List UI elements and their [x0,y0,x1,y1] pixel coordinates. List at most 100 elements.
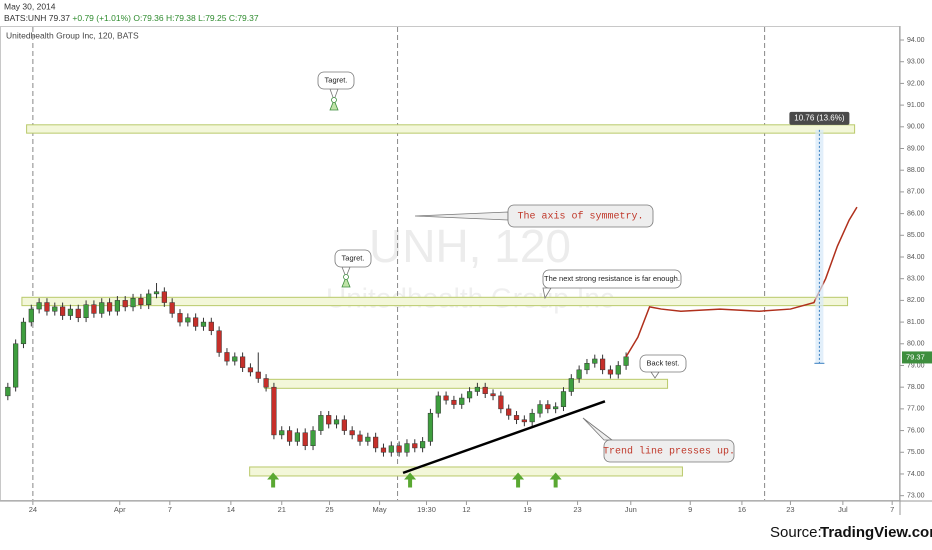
y-tick-label: 92.00 [907,80,925,87]
candle-body [466,391,473,399]
candle-body [130,297,136,308]
candle-body [459,397,465,405]
candle-body [169,302,175,314]
source-brand: TradingView.com [820,524,932,541]
y-tick-label: 75.00 [907,449,925,456]
target-icon-head [331,97,337,103]
candle-body [592,358,598,364]
y-tick-label: 81.00 [907,319,925,326]
candle-body [75,308,81,318]
candle-body [427,412,434,442]
y-tick-label: 86.00 [907,210,925,217]
candle-body [60,306,66,316]
y-tick-label: 93.00 [907,59,925,66]
candle-body [584,363,590,371]
candle-body [279,430,285,436]
projection-line [625,206,858,358]
y-tick-label: 76.00 [907,427,925,434]
y-tick-label: 82.00 [907,297,925,304]
x-tick-label: 9 [688,505,692,514]
y-tick-label: 84.00 [907,254,925,261]
candle-body [44,302,50,312]
y-tick-label: 73.00 [907,493,925,500]
zone [249,466,683,477]
candle-body [255,371,261,379]
candle-body [474,386,480,392]
candle-body [443,395,449,401]
x-tick-label: 19 [523,505,531,514]
watermark-symbol: UNH, 120 [369,220,571,272]
y-tick-label: 89.00 [907,145,925,152]
candle-body [553,406,559,410]
candle-body [286,430,293,442]
candle-body [224,352,230,362]
candle-body [513,415,520,420]
last-price-label: 79.37 [906,352,925,361]
callout-text: Tagret. [325,75,348,84]
candle-body [146,293,152,305]
header-date: May 30, 2014 [4,1,56,11]
y-tick-label: 87.00 [907,189,925,196]
header-change: +0.79 (+1.01%) [72,13,131,23]
zone [21,296,849,307]
candle-body [240,356,246,368]
candle-body [318,415,324,431]
candle-body [83,304,89,318]
candle-body [576,369,582,379]
header-quote: BATS:UNH 79.37 +0.79 (+1.01%) O:79.36 H:… [4,13,259,23]
candle-body [498,395,504,410]
header-symbol: BATS:UNH [4,13,46,23]
candle-body [161,291,167,303]
candle-body [28,308,34,323]
callout-box [639,354,687,373]
y-tick-label: 91.00 [907,102,925,109]
candle-body [333,419,340,425]
trend-line [402,400,606,475]
candle-body [537,404,543,414]
candle-body [114,300,120,312]
candle-body [388,445,394,453]
callout-text: The axis of symmetry. [517,211,643,223]
candle-body [208,321,214,332]
x-tick-label: 7 [168,505,172,514]
candle-body [294,432,300,442]
target-icon [329,98,339,111]
candle-body [349,430,355,436]
x-tick-label: Jul [838,505,848,514]
candle-body [302,432,308,447]
candle-body [521,419,527,423]
y-tick-label: 77.00 [907,406,925,413]
candle-body [193,317,199,327]
candle-body [490,393,496,397]
y-tick-label: 88.00 [907,167,925,174]
candle-body [153,291,160,295]
y-tick-label: 90.00 [907,124,925,131]
y-tick-label: 83.00 [907,276,925,283]
x-tick-label: 23 [573,505,581,514]
candle-body [482,386,488,394]
zone [26,124,856,134]
up-arrow [404,472,417,488]
candle-body [200,321,207,327]
candle-body [20,321,27,345]
x-tick-label: May [372,505,386,514]
candle-body [106,302,113,312]
candle-body [5,386,11,397]
header-price: 79.37 [49,13,71,23]
zone [264,378,669,389]
x-tick-label: 24 [29,505,37,514]
y-tick-label: 94.00 [907,37,925,44]
candle-body [365,436,371,442]
x-tick-label: 19:30 [417,505,436,514]
candle-body [138,297,144,305]
callout-box [507,204,654,228]
x-tick-label: 25 [325,505,333,514]
up-arrow [512,472,525,488]
x-tick-label: 21 [278,505,286,514]
up-arrow [549,472,562,488]
source-prefix: Source: [770,524,822,541]
candle-body [373,436,379,449]
candle-body [177,313,183,323]
